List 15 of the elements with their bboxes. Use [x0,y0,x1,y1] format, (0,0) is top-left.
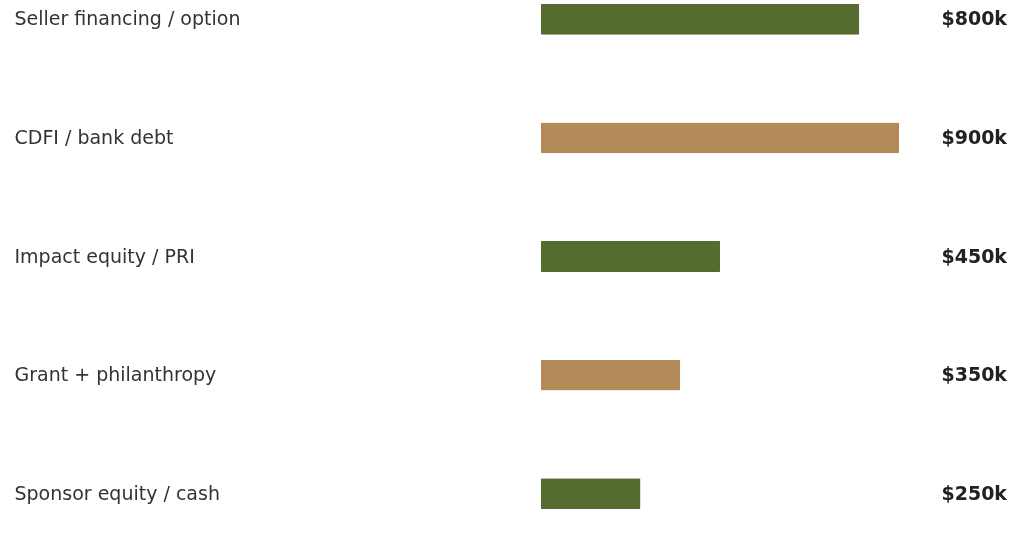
bar [541,359,681,391]
data-label: $450k [941,244,1008,267]
y-tick-label: Seller financing / option [14,7,241,30]
y-tick-label: Sponsor equity / cash [14,481,220,504]
data-label: $900k [941,125,1008,148]
data-label: $350k [941,363,1008,386]
data-label: $800k [941,7,1008,30]
y-tick-label: CDFI / bank debt [14,125,174,148]
data-label: $250k [941,481,1008,504]
y-tick-label: Grant + philanthropy [14,363,217,386]
y-tick-label: Impact equity / PRI [14,244,195,267]
bar [541,4,860,35]
bar [541,241,720,272]
bar [541,478,641,509]
bar [541,122,899,154]
